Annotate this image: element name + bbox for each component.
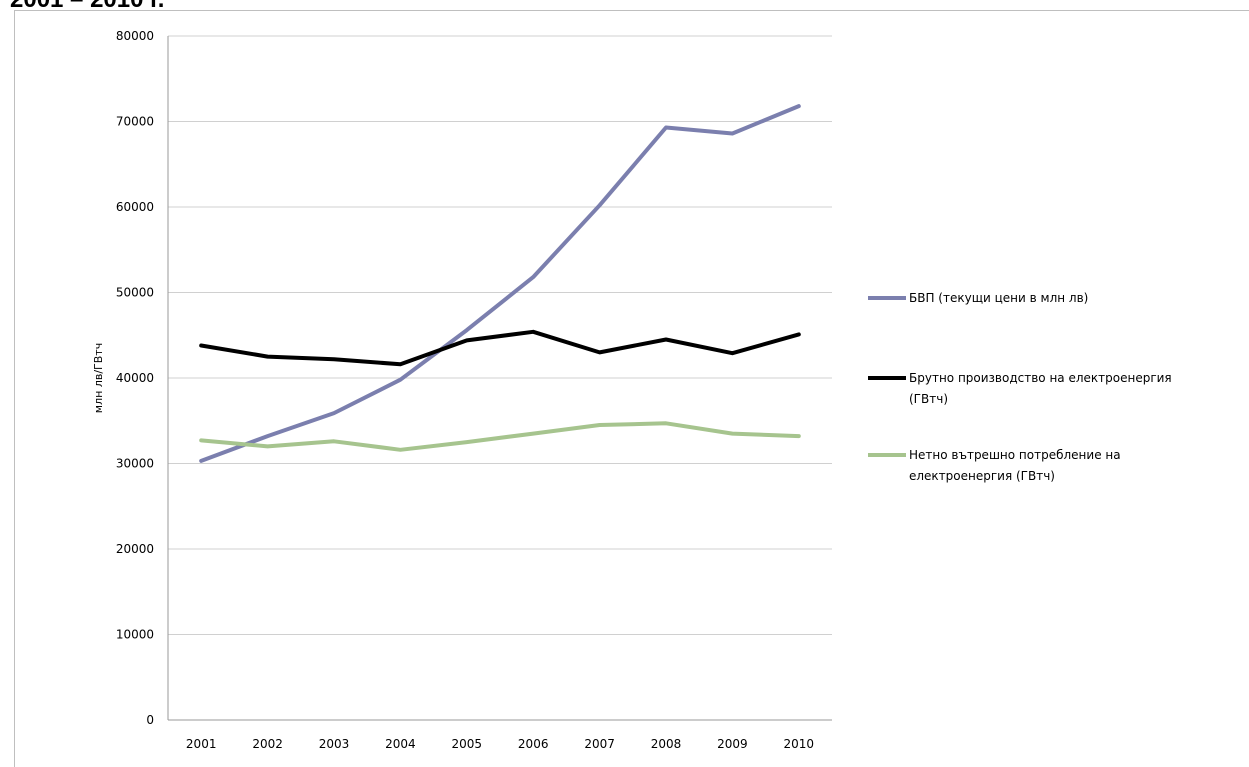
x-tick-label: 2003 [319,737,350,751]
y-tick-label: 60000 [116,200,154,214]
series-line-2 [199,329,801,367]
legend: БВП (текущи цени в млн лв) Брутно произво… [868,291,1172,483]
x-tick-label: 2008 [651,737,682,751]
y-tick-label: 0 [146,713,154,727]
series-line-3 [199,421,801,452]
x-tick-label: 2006 [518,737,549,751]
gridlines [168,35,832,635]
x-tick-labels: 2001 2002 2003 2004 2005 2006 2007 2008 2009 2010 [186,737,814,751]
legend-label-3: Нетно вътрешно потребление на [909,448,1121,462]
legend-label-1: БВП (текущи цени в млн лв) [909,291,1088,305]
y-tick-label: 20000 [116,542,154,556]
chart-frame [14,10,1249,767]
y-tick-label: 70000 [116,115,154,129]
series-line-1 [199,104,801,463]
x-tick-label: 2004 [385,737,416,751]
y-tick-label: 50000 [116,286,154,300]
x-tick-label: 2010 [784,737,815,751]
y-tick-label: 10000 [116,628,154,642]
x-tick-label: 2007 [584,737,615,751]
legend-label-3: електроенергия (ГВтч) [909,469,1055,483]
y-axis-label: млн лв/ГВтч [92,343,105,413]
axes [167,36,832,721]
y-tick-label: 40000 [116,371,154,385]
legend-label-2: (ГВтч) [909,392,948,406]
y-tick-label: 80000 [116,29,154,43]
x-tick-label: 2009 [717,737,748,751]
page-heading: 2001 – 2010 г. [10,0,164,14]
legend-label-2: Брутно производство на електроенергия [909,371,1172,385]
series-lines [199,104,801,463]
x-tick-label: 2001 [186,737,217,751]
y-tick-labels: 0 10000 20000 30000 40000 50000 60000 70000 8000… [116,29,154,727]
x-tick-label: 2002 [252,737,283,751]
y-tick-label: 30000 [116,457,154,471]
x-tick-label: 2005 [452,737,483,751]
